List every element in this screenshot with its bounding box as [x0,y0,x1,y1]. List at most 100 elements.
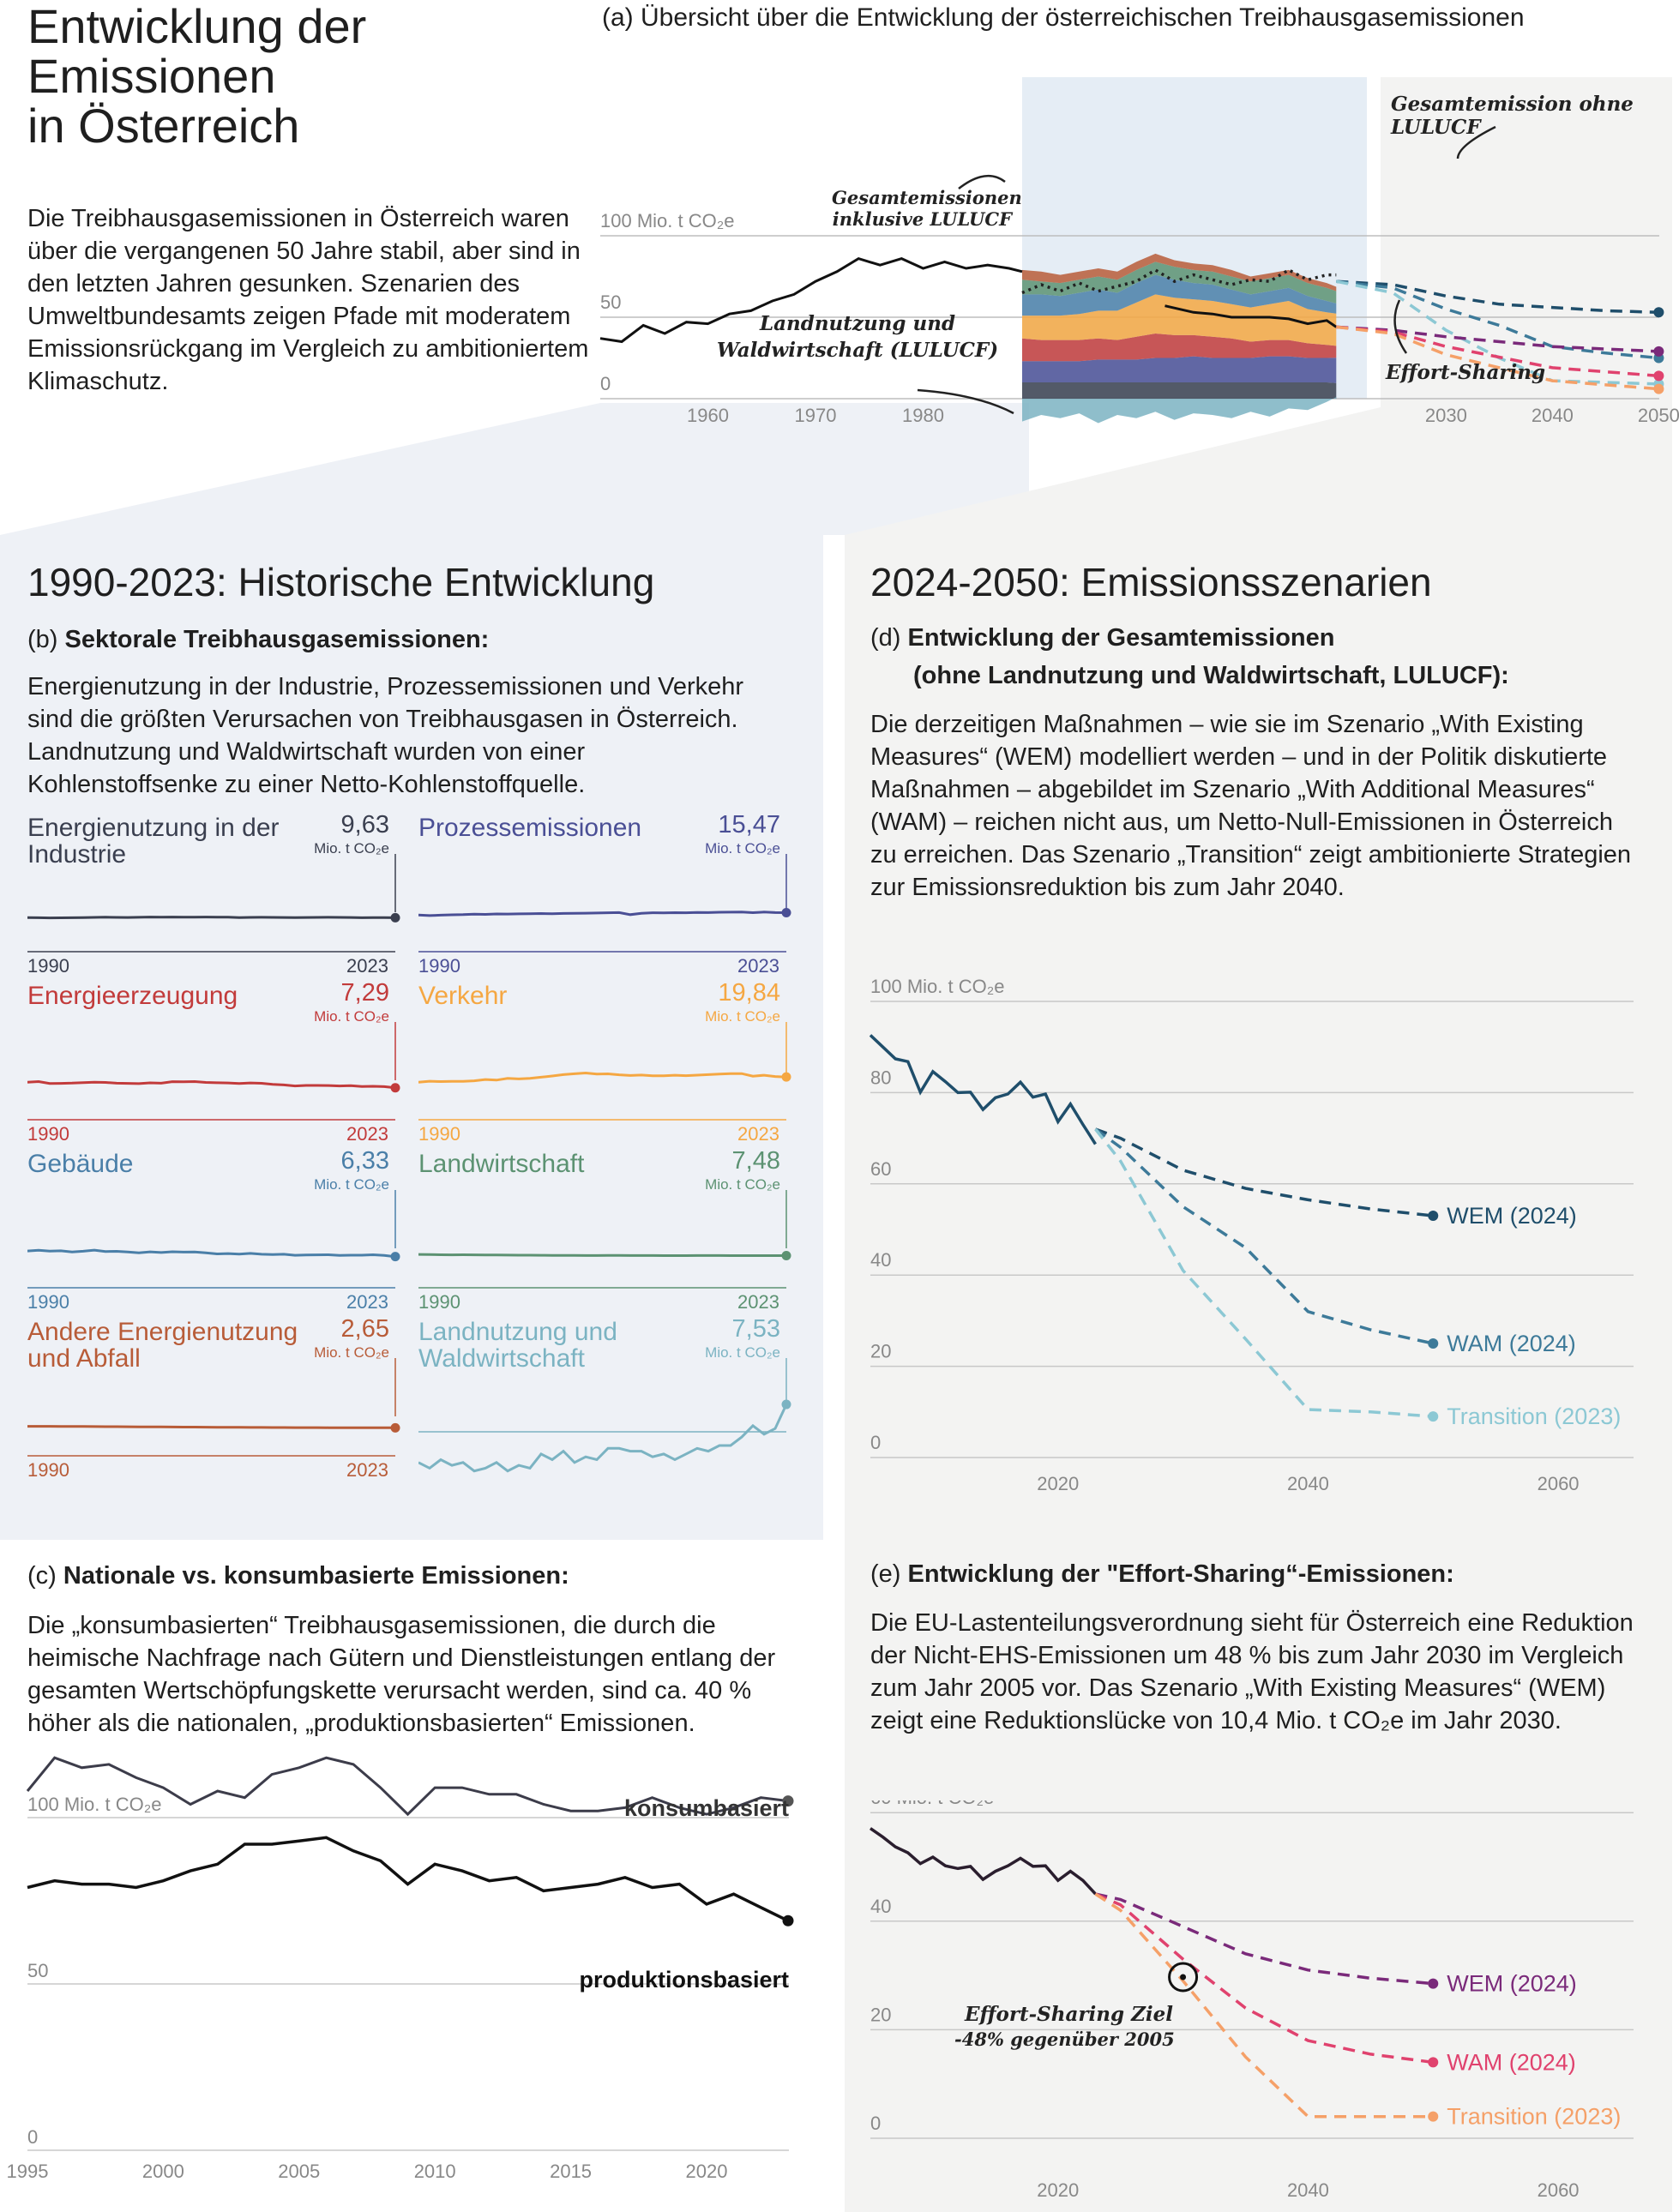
scenario-label: WAM (2024) [1447,1331,1576,1356]
panel-b-prefix: (b) [27,626,58,653]
end-point-produktionsbasiert [782,1914,794,1926]
sector-value: 2,65 [340,1315,389,1343]
panel-c-title-text: Nationale vs. konsumbasierte Emissionen: [63,1562,569,1590]
panel-d-title: (d) Entwicklung der Gesamtemissionen [870,624,1335,652]
scenario-end-point [1428,1411,1439,1422]
annotation-effort: Effort-Sharing [1386,361,1546,384]
line-scenario [1095,1892,1434,1986]
sector-year-end: 2023 [346,955,388,977]
sector-chart [27,1358,400,1457]
heading-scenarios: 2024-2050: Emissionsszenarien [870,560,1432,604]
line-effort-sharing-hist [1164,304,1338,328]
sector-year-end: 2023 [737,1291,779,1313]
point-scenario-effort-end [1653,346,1664,357]
sector-line [418,911,787,917]
line-historisch [869,1034,1097,1145]
line-scenario-total [1336,280,1659,315]
line-scenario-effort [1336,325,1659,391]
y-tick-label: 100 Mio. t CO₂e [870,977,1005,997]
panel-a-title-text: (a) Übersicht über die Entwicklung der ö… [602,3,1525,32]
sector-end-point [390,1422,400,1433]
panel-b-title-text: Sektorale Treibhausgasemissionen: [64,626,490,653]
x-tick-label: 1970 [795,405,837,426]
sector-name: Andere Energienutzung und Abfall [27,1318,298,1373]
sector-chart [418,854,791,953]
sector-value: 19,84 [718,979,780,1007]
chart-c: 100 Mio. t CO₂e 50 0 1995 2000 2005 2010 2015 20… [7,1756,794,2182]
panel-c-title: (c) Nationale vs. konsumbasierte Emissio… [27,1562,569,1590]
point-scenario-total-end [1653,307,1664,318]
line-gesamt-inkl-lulucf [1021,267,1337,295]
sector-year-end: 2023 [737,955,779,977]
line-scenario [1094,1127,1434,1217]
scenario-label: WEM (2024) [1447,1203,1577,1229]
y-tick-label: 60 Mio. t CO₂e [870,1800,994,1808]
x-tick-label: 2040 [1532,405,1574,426]
sector-year-start: 1990 [418,955,460,977]
point-scenario-effort-end [1653,383,1664,394]
sector-end-point [781,1072,791,1082]
annotation-lulucf: Landnutzung und Waldwirtschaft (LULUCF) [716,312,999,362]
sector-line [27,1425,395,1429]
x-tick-label: 2015 [550,2161,592,2182]
chart-d: 100 Mio. t CO₂e 80 60 40 20 0 2020 2040 2060 WEM … [869,977,1634,1494]
panel-e-title: (e) Entwicklung der "Effort-Sharing“-Emi… [870,1560,1454,1589]
y-tick-label: 0 [870,2113,881,2134]
y-tick-label: 20 [870,1341,891,1362]
y-tick-label: 50 [600,292,621,313]
x-tick-label: 2010 [414,2161,456,2182]
sector-value: 7,53 [731,1315,780,1343]
panel-a-title: (a) Übersicht über die Entwicklung der ö… [602,3,1525,33]
sector-unit: Mio. t CO₂e [705,1176,780,1193]
x-tick-label: 2060 [1538,2179,1580,2201]
effort-target-sub: -48% gegenüber 2005 [954,2029,1175,2050]
point-scenario-effort-end [1653,370,1664,382]
area-prozess [1022,356,1337,383]
panel-e-prefix: (e) [870,1560,901,1588]
sector-value: 7,48 [731,1147,780,1175]
sector-chart [27,1022,400,1121]
annotation-gesamt-ohne: Gesamtemission ohne LULUCF [1391,93,1634,139]
line-historisch [870,1827,1097,1896]
sector-name: Energieerzeugung [27,982,238,1010]
sector-value: 6,33 [340,1147,389,1175]
sector-end-point [781,908,791,918]
sector-year-start: 1990 [418,1291,460,1313]
arrow-lulucf [917,388,1014,415]
chart-e: 60 Mio. t CO₂e 40 20 0 2020 2040 2060 WEM (2024… [870,1800,1634,2201]
sector-unit: Mio. t CO₂e [314,840,389,857]
sector-year-start: 1990 [418,1123,460,1145]
scenario-end-point [1428,1211,1439,1222]
effort-target-point [1180,1974,1187,1981]
scenario-label: Transition (2023) [1447,1404,1621,1429]
sector-line [27,1248,396,1259]
panel-d-title-2: (ohne Landnutzung und Waldwirtschaft, LU… [913,662,1509,689]
scenario-end-point [1428,2111,1439,2122]
sector-value: 7,29 [340,979,389,1007]
area-industrie [1022,382,1337,399]
x-tick-label: 2020 [685,2161,727,2182]
sector-year-start: 1990 [27,1459,69,1481]
end-point-konsumbasiert [782,1795,794,1807]
sector-end-point [390,1252,400,1262]
scenario-panel [845,77,1672,2212]
scenario-end-point [1428,1978,1439,1989]
x-tick-label: 2020 [1037,2179,1079,2201]
connector-left [0,403,1029,535]
line-scenario [1094,1127,1434,1345]
scenario-label: Transition (2023) [1447,2104,1621,2130]
line-historic-total [599,256,1023,344]
title-line-3: in Österreich [27,99,300,153]
line-konsumbasiert [26,1756,789,1817]
x-tick-label: 2060 [1538,1473,1580,1494]
x-tick-label: 2040 [1287,1473,1329,1494]
sector-value: 15,47 [718,811,780,839]
line-scenario [1094,1892,1434,2065]
sector-end-point [781,1251,791,1261]
panel-e-title-text: Entwicklung der "Effort-Sharing“-Emissio… [907,1560,1454,1588]
chart-a: 100 Mio. t CO₂e 50 0 1960 1970 1980 2030 2040 20… [599,77,1679,426]
effort-target-ring [1168,1962,1199,1993]
arrow-effort [1393,299,1408,354]
sector-unit: Mio. t CO₂e [314,1344,389,1361]
